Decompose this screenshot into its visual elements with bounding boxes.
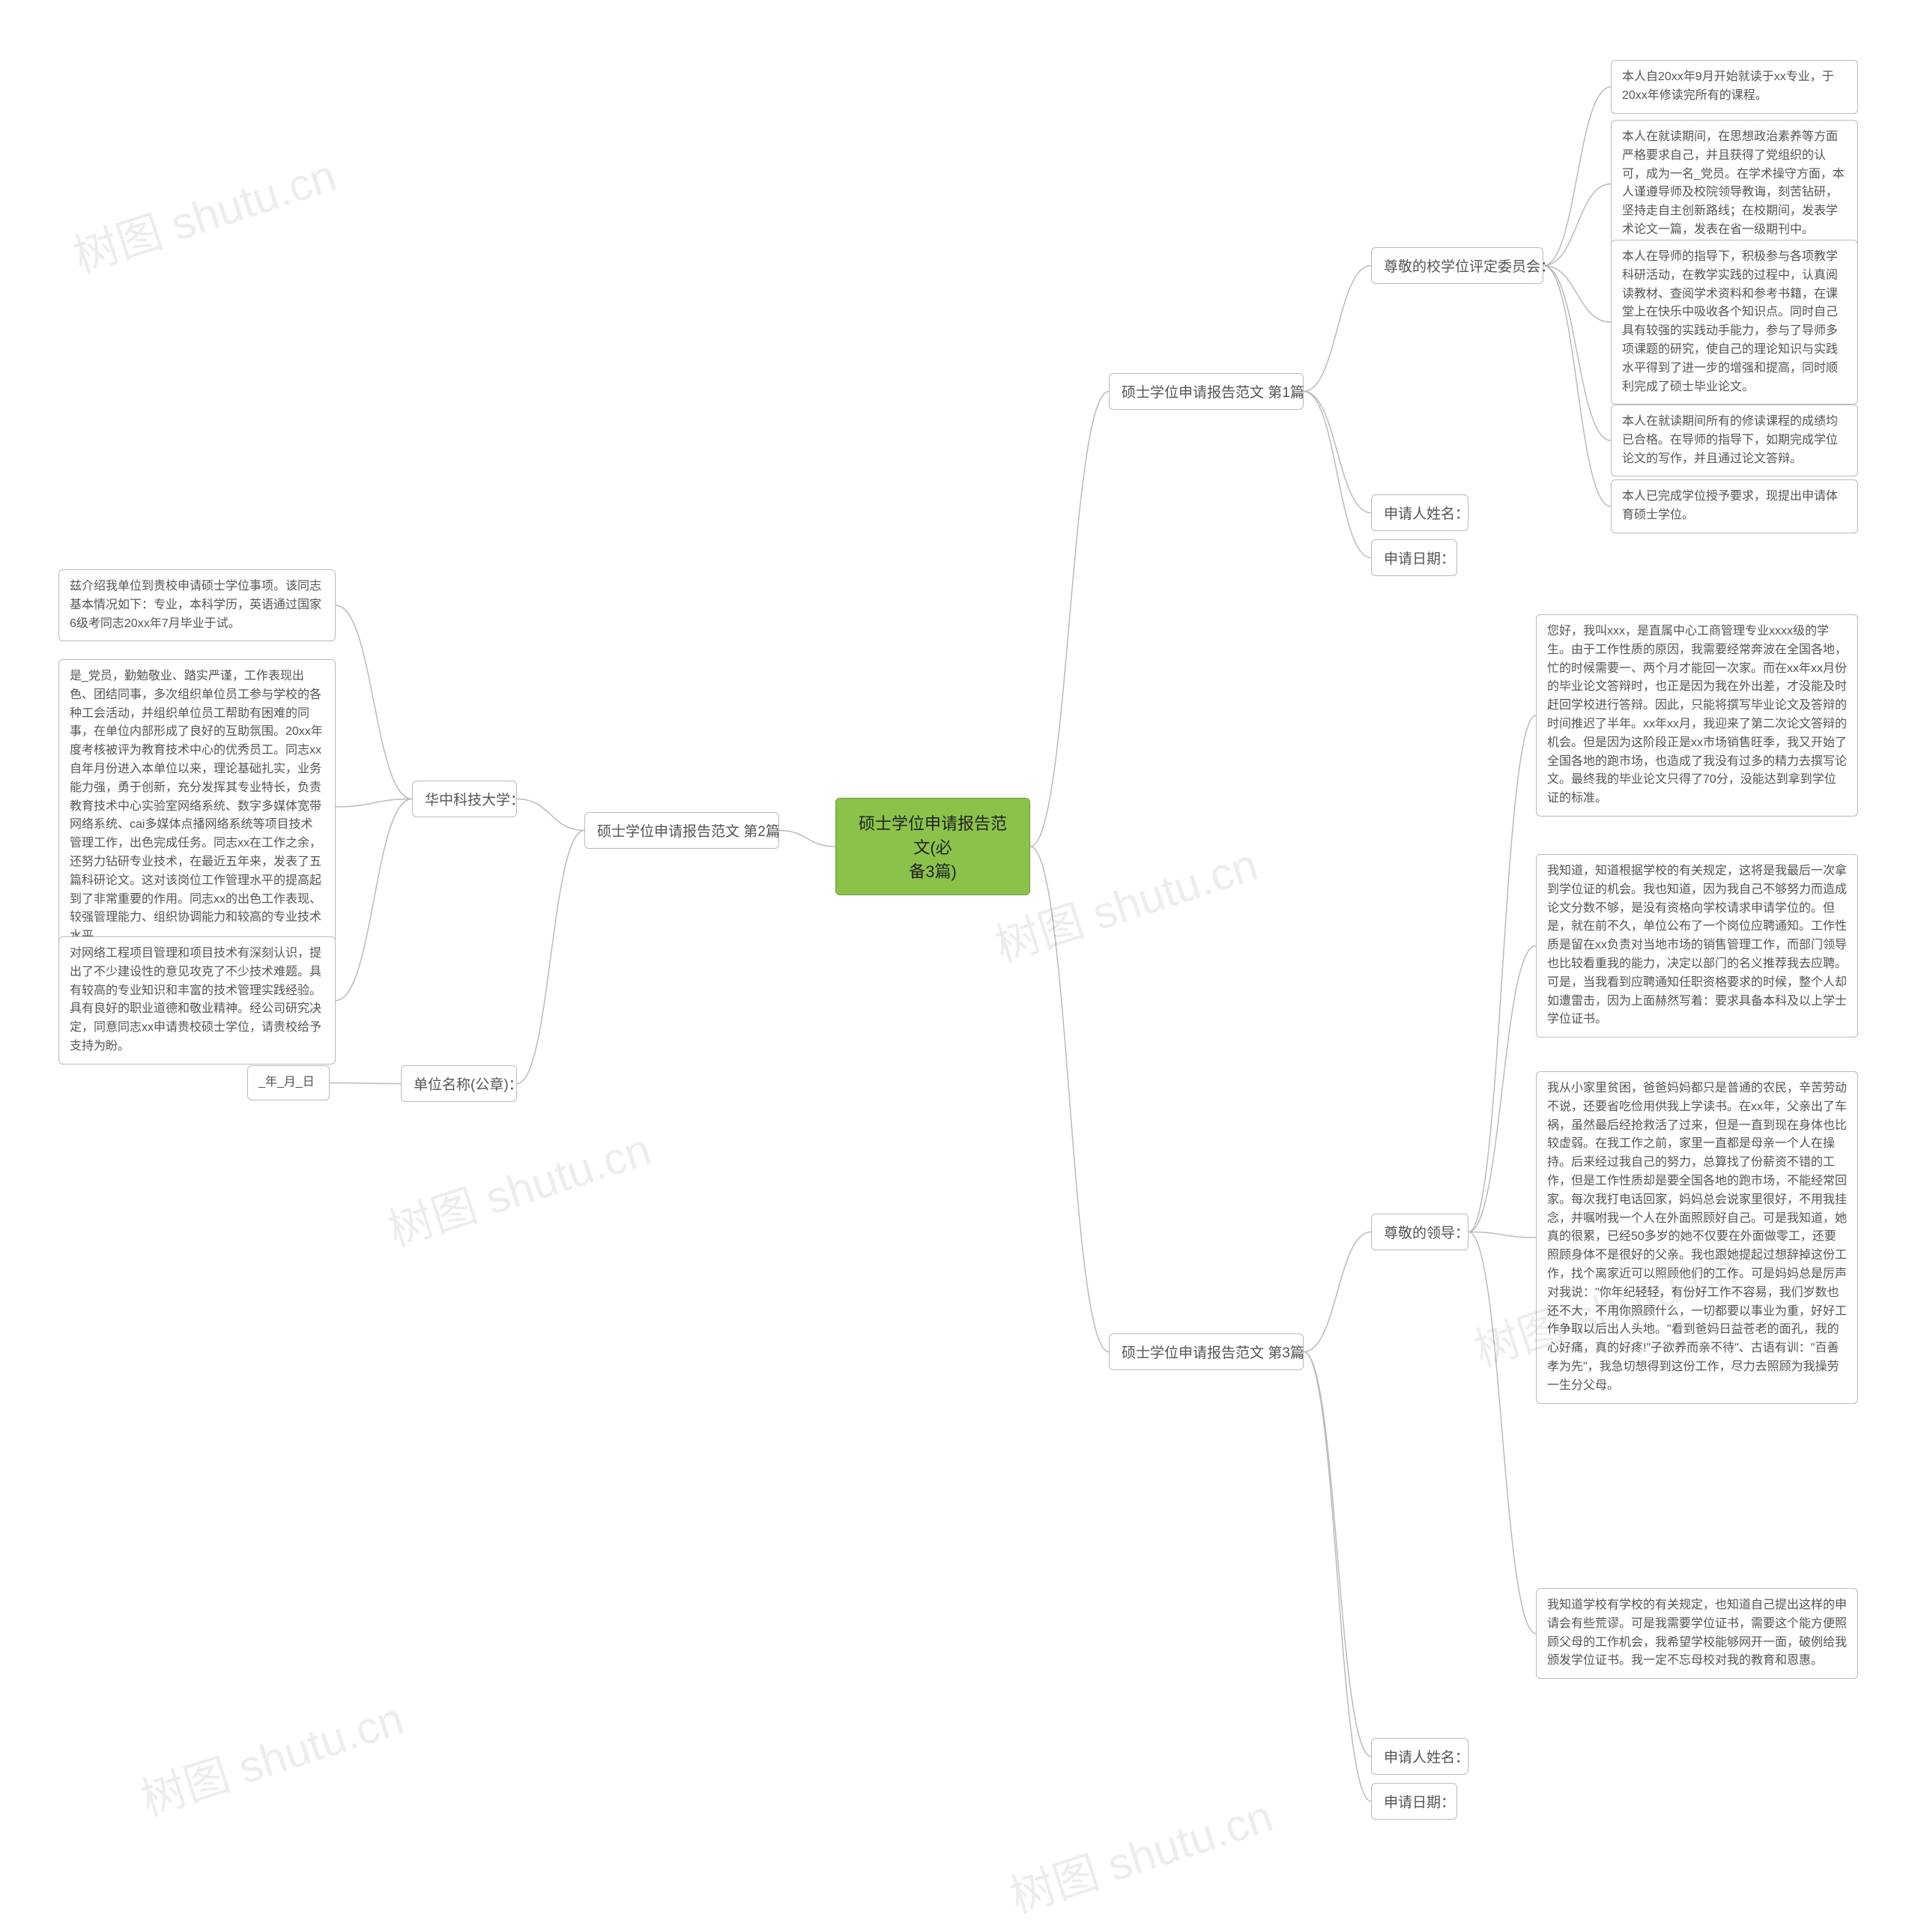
- leaf-p1-supervisor: 本人在导师的指导下，积极参与各项教学科研活动，在教学实践的过程中，认真阅读教材、…: [1611, 240, 1858, 405]
- branch-article-2: 硕士学位申请报告范文 第2篇: [584, 812, 779, 849]
- branch-article-1-label: 硕士学位申请报告范文 第1篇: [1122, 385, 1304, 401]
- watermark: 树图 shutu.cn: [378, 1113, 658, 1259]
- sub-hust: 华中科技大学：: [412, 781, 517, 817]
- sub-apply-date-1-label: 申请日期：: [1384, 551, 1455, 567]
- sub-unit-seal: 单位名称(公章)：: [401, 1065, 517, 1102]
- sub-hust-label: 华中科技大学：: [425, 793, 524, 808]
- leaf-p1-complete: 本人已完成学位授予要求，现提出申请体育硕士学位。: [1611, 479, 1858, 533]
- watermark: 树图 shutu.cn: [131, 1683, 411, 1829]
- leaf-p3-school-rule: 我知道学校有学校的有关规定，也知道自己提出这样的申请会有些荒谬。可是我需要学位证…: [1536, 1588, 1858, 1679]
- leaf-p2-party: 是_党员，勤勉敬业、踏实严谨，工作表现出色、团结同事，多次组织单位员工参与学校的…: [58, 659, 336, 954]
- leaf-p1-grades: 本人在就读期间所有的修读课程的成绩均已合格。在导师的指导下，如期完成学位论文的写…: [1611, 405, 1858, 476]
- root-line1: 硕士学位申请报告范文(必: [859, 814, 1007, 857]
- sub-unit-seal-label: 单位名称(公章)：: [414, 1077, 523, 1093]
- sub-committee: 尊敬的校学位评定委员会：: [1371, 247, 1543, 284]
- leaf-p3-hello: 您好，我叫xxx，是直属中心工商管理专业xxxx级的学生。由于工作性质的原因，我…: [1536, 614, 1858, 817]
- sub-apply-date-3: 申请日期：: [1371, 1783, 1457, 1820]
- watermark: 树图 shutu.cn: [64, 139, 343, 285]
- leaf-p1-enroll: 本人自20xx年9月开始就读于xx专业，于20xx年修读完所有的课程。: [1611, 60, 1858, 114]
- root-node: 硕士学位申请报告范文(必 备3篇): [835, 798, 1030, 895]
- sub-applicant-name-1: 申请人姓名：: [1371, 494, 1468, 531]
- sub-dear-leader-label: 尊敬的领导：: [1384, 1226, 1469, 1241]
- branch-article-2-label: 硕士学位申请报告范文 第2篇: [597, 824, 780, 840]
- leaf-p2-intro: 兹介绍我单位到贵校申请硕士学位事项。该同志基本情况如下：专业，本科学历，英语通过…: [58, 569, 336, 641]
- sub-apply-date-1: 申请日期：: [1371, 539, 1457, 576]
- watermark: 树图 shutu.cn: [1000, 1780, 1280, 1926]
- branch-article-1: 硕士学位申请报告范文 第1篇: [1109, 373, 1304, 410]
- sub-committee-label: 尊敬的校学位评定委员会：: [1384, 259, 1555, 275]
- branch-article-3: 硕士学位申请报告范文 第3篇: [1109, 1333, 1304, 1370]
- leaf-p1-political: 本人在就读期间，在思想政治素养等方面严格要求自己，并且获得了党组织的认可，成为一…: [1611, 120, 1858, 248]
- leaf-p2-network: 对网络工程项目管理和项目技术有深刻认识，提出了不少建设性的意见攻克了不少技术难题…: [58, 936, 336, 1065]
- sub-applicant-name-1-label: 申请人姓名：: [1384, 506, 1469, 522]
- root-line2: 备3篇): [909, 862, 957, 881]
- sub-dear-leader: 尊敬的领导：: [1371, 1214, 1468, 1250]
- leaf-p3-family: 我从小家里贫困，爸爸妈妈都只是普通的农民，辛苦劳动不说，还要省吃俭用供我上学读书…: [1536, 1071, 1858, 1404]
- leaf-p2-date: _年_月_日: [247, 1065, 330, 1100]
- branch-article-3-label: 硕士学位申请报告范文 第3篇: [1122, 1345, 1304, 1361]
- leaf-p3-know: 我知道，知道根据学校的有关规定，这将是我最后一次拿到学位证的机会。我也知道，因为…: [1536, 854, 1858, 1038]
- sub-apply-date-3-label: 申请日期：: [1384, 1795, 1455, 1811]
- sub-applicant-name-3: 申请人姓名：: [1371, 1738, 1468, 1775]
- sub-applicant-name-3-label: 申请人姓名：: [1384, 1750, 1469, 1766]
